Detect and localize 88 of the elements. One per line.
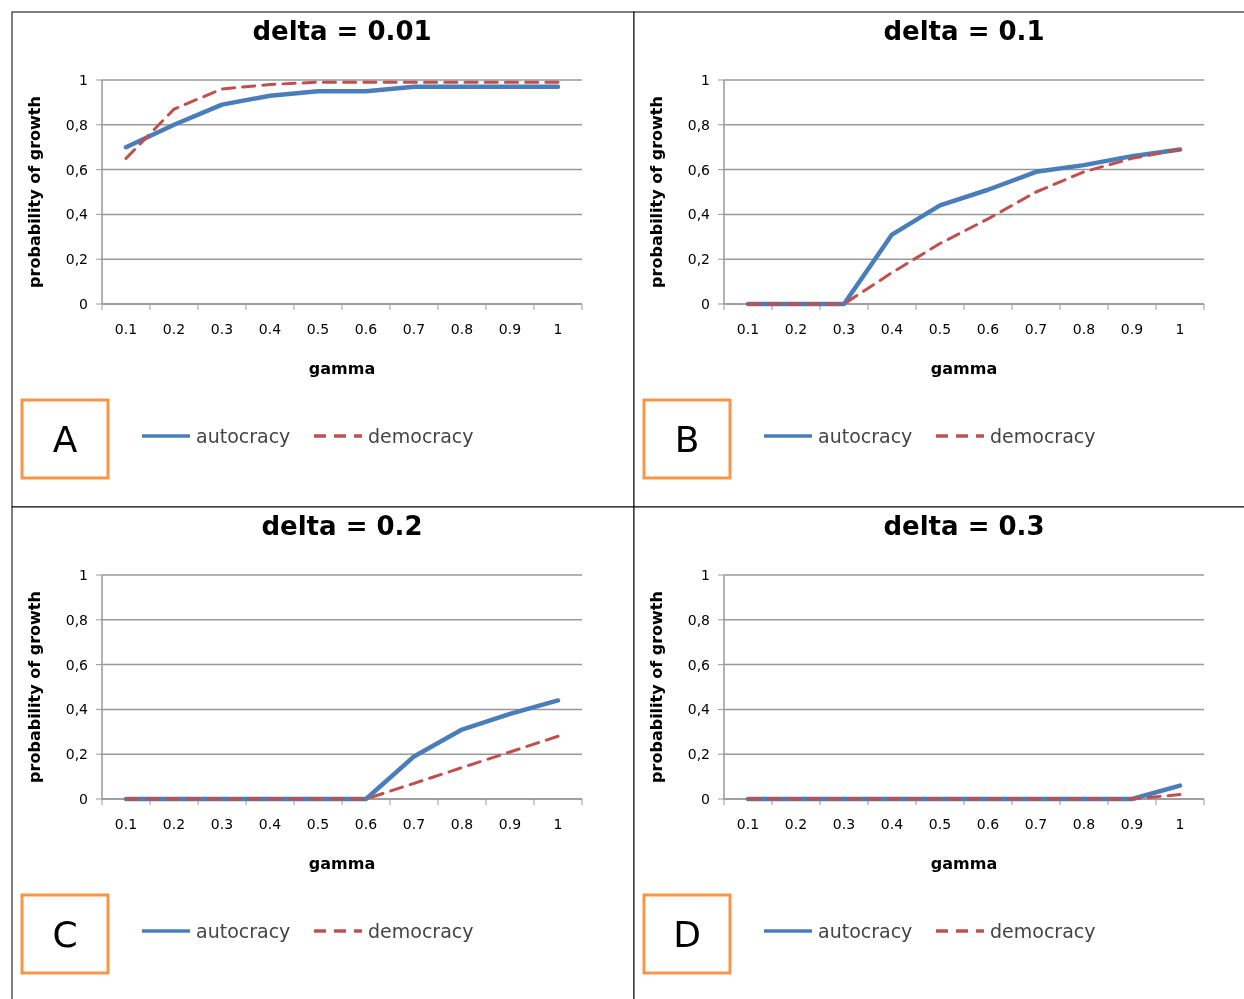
x-tick-label: 0.3 xyxy=(832,321,856,337)
text: A xyxy=(52,419,78,460)
x-tick-label: 1 xyxy=(553,321,563,337)
x-tick-label: 0.7 xyxy=(1024,321,1048,337)
legend-label: democracy xyxy=(368,424,474,447)
x-tick-label: 0.4 xyxy=(258,816,282,832)
legend-label: autocracy xyxy=(196,424,291,447)
y-tick-label: 0,6 xyxy=(65,656,89,673)
x-tick-label: 0.2 xyxy=(162,816,186,832)
y-tick-label: 0,8 xyxy=(687,611,710,628)
legend-label: democracy xyxy=(990,424,1096,447)
y-tick-label: 0 xyxy=(79,790,88,807)
y-tick-label: 0,4 xyxy=(65,206,89,223)
y-tick-label: 0,2 xyxy=(687,746,710,763)
y-tick-label: 0,6 xyxy=(65,161,89,178)
y-tick-label: 0,2 xyxy=(687,251,710,268)
y-tick-label: 0,6 xyxy=(687,161,711,178)
x-axis-title: gamma xyxy=(930,359,998,378)
x-tick-label: 0.9 xyxy=(1120,321,1144,337)
y-tick-label: 0,4 xyxy=(687,206,711,223)
x-tick-label: 0.6 xyxy=(354,321,378,337)
x-tick-label: 0.9 xyxy=(498,816,522,832)
x-tick-label: 0.2 xyxy=(784,816,808,832)
x-tick-label: 0.5 xyxy=(928,816,952,832)
x-tick-label: 0.6 xyxy=(976,816,1000,832)
legend-label: democracy xyxy=(990,919,1096,942)
x-axis-title: gamma xyxy=(930,854,998,873)
x-tick-label: 1 xyxy=(1175,321,1185,337)
x-tick-label: 0.2 xyxy=(784,321,808,337)
y-tick-label: 0,8 xyxy=(65,116,88,133)
x-tick-label: 0.7 xyxy=(1024,816,1048,832)
x-tick-label: 0.3 xyxy=(210,816,234,832)
x-tick-label: 0.1 xyxy=(114,816,138,832)
y-axis-title: probability of growth xyxy=(647,96,666,288)
y-axis-title: probability of growth xyxy=(25,96,44,288)
chart-title: delta = 0.2 xyxy=(261,511,423,541)
y-tick-label: 0,4 xyxy=(65,701,89,718)
y-axis-title: probability of growth xyxy=(647,591,666,783)
y-tick-label: 0,4 xyxy=(687,701,711,718)
x-tick-label: 1 xyxy=(1175,816,1185,832)
y-tick-label: 0,8 xyxy=(687,116,710,133)
y-tick-label: 1 xyxy=(79,566,88,583)
x-tick-label: 0.4 xyxy=(880,321,904,337)
chart-title: delta = 0.1 xyxy=(883,16,1045,46)
x-tick-label: 0.2 xyxy=(162,321,186,337)
y-tick-label: 0 xyxy=(701,295,710,312)
legend-label: autocracy xyxy=(818,919,913,942)
x-tick-label: 0.9 xyxy=(1120,816,1144,832)
x-axis-title: gamma xyxy=(308,359,376,378)
chart-title: delta = 0.01 xyxy=(252,16,432,46)
y-tick-label: 1 xyxy=(79,71,88,88)
x-tick-label: 0.7 xyxy=(402,321,426,337)
x-tick-label: 0.8 xyxy=(450,816,474,832)
text: D xyxy=(673,914,701,955)
legend-label: autocracy xyxy=(196,919,291,942)
x-tick-label: 0.7 xyxy=(402,816,426,832)
x-tick-label: 0.8 xyxy=(1072,816,1096,832)
y-tick-label: 0,2 xyxy=(65,746,88,763)
x-tick-label: 0.9 xyxy=(498,321,522,337)
chart-title: delta = 0.3 xyxy=(883,511,1045,541)
y-tick-label: 0 xyxy=(79,295,88,312)
x-tick-label: 1 xyxy=(553,816,563,832)
x-axis-title: gamma xyxy=(308,854,376,873)
x-tick-label: 0.3 xyxy=(210,321,234,337)
y-tick-label: 0 xyxy=(701,790,710,807)
x-tick-label: 0.5 xyxy=(306,816,330,832)
x-tick-label: 0.1 xyxy=(736,816,760,832)
text: B xyxy=(674,419,700,460)
y-tick-label: 0,6 xyxy=(687,656,711,673)
x-tick-label: 0.5 xyxy=(306,321,330,337)
x-tick-label: 0.4 xyxy=(258,321,282,337)
y-tick-label: 0,2 xyxy=(65,251,88,268)
x-tick-label: 0.6 xyxy=(354,816,378,832)
y-tick-label: 1 xyxy=(701,566,710,583)
x-tick-label: 0.1 xyxy=(114,321,138,337)
y-tick-label: 0,8 xyxy=(65,611,88,628)
x-tick-label: 0.8 xyxy=(450,321,474,337)
x-tick-label: 0.3 xyxy=(832,816,856,832)
y-tick-label: 1 xyxy=(701,71,710,88)
legend-label: autocracy xyxy=(818,424,913,447)
x-tick-label: 0.6 xyxy=(976,321,1000,337)
x-tick-label: 0.5 xyxy=(928,321,952,337)
y-axis-title: probability of growth xyxy=(25,591,44,783)
text: C xyxy=(52,914,78,955)
x-tick-label: 0.4 xyxy=(880,816,904,832)
x-tick-label: 0.1 xyxy=(736,321,760,337)
x-tick-label: 0.8 xyxy=(1072,321,1096,337)
legend-label: democracy xyxy=(368,919,474,942)
